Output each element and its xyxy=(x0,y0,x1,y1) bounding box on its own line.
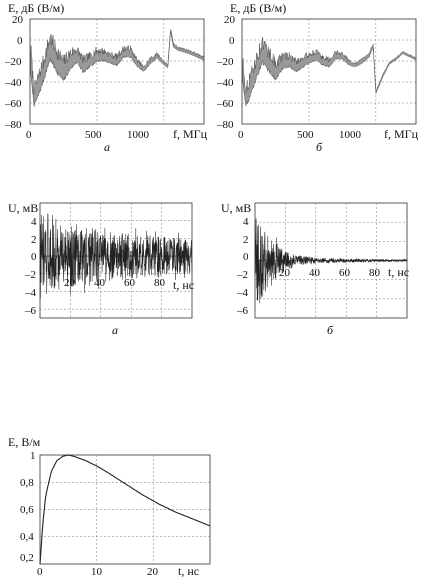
spectrum-b-series-band xyxy=(242,37,417,107)
waveform-b-xtick-60: 60 xyxy=(339,267,351,279)
waveform-b-xlabel: t, нс xyxy=(388,265,409,279)
pulse-ylabel: E, В/м xyxy=(8,435,41,449)
spectrum-b-panel: E, дБ (В/м) 20 0 –20 –40 –60 –80 0 500 1… xyxy=(216,1,419,154)
waveform-b-ytick-4: 4 xyxy=(243,216,249,228)
pulse-ytick-04: 0,4 xyxy=(20,531,34,543)
spectrum-a-ytick-20: 20 xyxy=(12,14,24,26)
spectrum-a-ytick-m40: –40 xyxy=(4,77,22,89)
pulse-ytick-02: 0,2 xyxy=(20,552,34,564)
pulse-series-line xyxy=(39,454,211,565)
pulse-xtick-20: 20 xyxy=(147,566,159,577)
waveform-a-xtick-60: 60 xyxy=(124,277,136,289)
spectrum-b-ytick-20: 20 xyxy=(224,14,236,26)
waveform-a-ytick-m6: –6 xyxy=(24,305,37,317)
waveform-a-ylabel: U, мВ xyxy=(8,201,38,215)
waveform-a-ytick-2: 2 xyxy=(31,234,37,246)
spectrum-b-ytick-0: 0 xyxy=(229,35,235,47)
waveform-a-panel: U, мВ 4 2 0 –2 –4 –6 20 40 60 80 t, нс а xyxy=(8,201,194,337)
spectrum-a-xtick-500: 500 xyxy=(85,129,102,141)
waveform-b-ytick-m4: –4 xyxy=(236,287,249,299)
waveform-b-ytick-2: 2 xyxy=(243,234,249,246)
waveform-a-xtick-80: 80 xyxy=(154,277,166,289)
waveform-a-xtick-20: 20 xyxy=(64,277,76,289)
waveform-a-xtick-40: 40 xyxy=(94,277,106,289)
spectrum-b-xtick-0: 0 xyxy=(238,129,244,141)
spectrum-a-ytick-m20: –20 xyxy=(4,56,22,68)
spectrum-b-ytick-m60: –60 xyxy=(216,98,234,110)
waveform-a-ytick-m2: –2 xyxy=(24,269,36,281)
spectrum-b-ytick-m80: –80 xyxy=(216,119,234,131)
spectrum-b-plot-frame xyxy=(241,18,417,125)
pulse-ytick-08: 0,8 xyxy=(20,477,34,489)
spectrum-a-ytick-m60: –60 xyxy=(4,98,22,110)
pulse-xtick-10: 10 xyxy=(91,566,103,577)
waveform-b-xtick-20: 20 xyxy=(279,267,291,279)
pulse-xtick-0: 0 xyxy=(37,566,43,577)
pulse-xlabel: t, нс xyxy=(178,564,199,577)
spectrum-b-grid xyxy=(242,19,416,124)
spectrum-b-caption: б xyxy=(316,140,323,154)
spectrum-b-xtick-1000: 1000 xyxy=(339,129,362,141)
waveform-b-panel: U, мВ 4 2 0 –2 –4 –6 20 40 60 80 t, нс б xyxy=(221,201,409,337)
pulse-ytick-06: 0,6 xyxy=(20,504,34,516)
waveform-a-ytick-0: 0 xyxy=(31,251,37,263)
spectrum-b-ytick-m20: –20 xyxy=(216,56,234,68)
waveform-b-caption: б xyxy=(327,323,334,337)
waveform-b-ytick-m6: –6 xyxy=(236,305,249,317)
waveform-b-xtick-80: 80 xyxy=(369,267,381,279)
waveform-a-xlabel: t, нс xyxy=(173,278,194,292)
waveform-b-ytick-0: 0 xyxy=(243,251,249,263)
waveform-b-series-line xyxy=(254,218,408,304)
waveform-b-xtick-40: 40 xyxy=(309,267,321,279)
spectrum-a-xtick-1000: 1000 xyxy=(127,129,150,141)
waveform-a-caption: а xyxy=(112,323,118,337)
pulse-panel: E, В/м 1 0,8 0,6 0,4 0,2 0 10 20 t, нс xyxy=(8,435,211,577)
waveform-b-ylabel: U, мВ xyxy=(221,201,251,215)
waveform-b-ytick-m2: –2 xyxy=(236,269,248,281)
spectrum-b-ylabel: E, дБ (В/м) xyxy=(230,1,286,15)
spectrum-a-xtick-0: 0 xyxy=(26,129,32,141)
waveform-a-ytick-4: 4 xyxy=(31,216,37,228)
spectrum-b-xtick-500: 500 xyxy=(297,129,314,141)
pulse-ytick-1: 1 xyxy=(30,450,36,462)
spectrum-a-caption: а xyxy=(104,140,110,154)
spectrum-b-ytick-m40: –40 xyxy=(216,77,234,89)
waveform-a-series-line xyxy=(39,213,193,299)
spectrum-a-ytick-m80: –80 xyxy=(4,119,22,131)
spectrum-a-series-band xyxy=(30,29,205,108)
spectrum-a-panel: E, дБ (В/м) 20 0 –20 –40 –60 –80 0 500 1… xyxy=(4,1,208,154)
spectrum-a-ytick-0: 0 xyxy=(17,35,23,47)
pulse-grid xyxy=(40,455,210,564)
spectrum-a-xlabel: f, МГц xyxy=(173,127,208,141)
waveform-a-ytick-m4: –4 xyxy=(24,287,37,299)
spectrum-b-xlabel: f, МГц xyxy=(384,127,419,141)
spectrum-a-ylabel: E, дБ (В/м) xyxy=(8,1,64,15)
